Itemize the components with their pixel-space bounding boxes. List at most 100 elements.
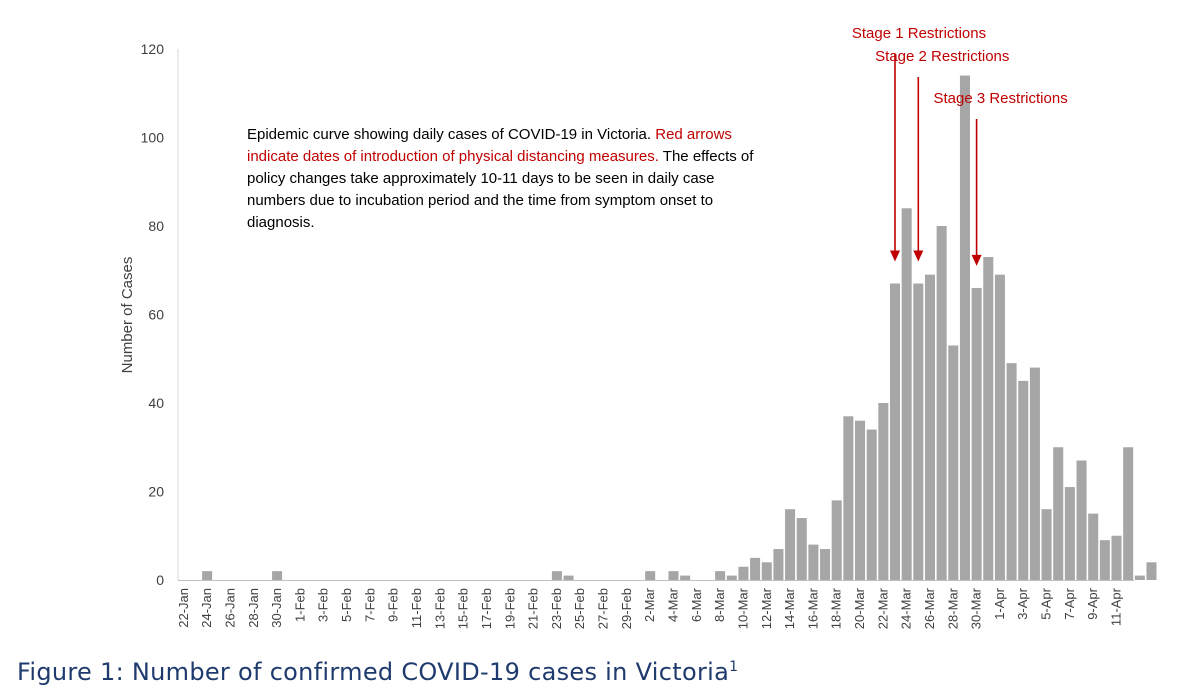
note-text-2: The effects of policy changes take appro…: [247, 148, 754, 231]
x-tick-label: 28-Mar: [945, 587, 960, 629]
x-tick-label: 10-Mar: [735, 587, 750, 629]
x-tick-label: 13-Feb: [432, 588, 447, 629]
x-tick-label: 9-Apr: [1085, 587, 1100, 619]
x-tick-label: 19-Feb: [502, 588, 517, 629]
bar-14-Mar: [785, 509, 796, 580]
bar-10-Mar: [738, 566, 749, 580]
x-tick-label: 22-Mar: [875, 587, 890, 629]
x-tick-label: 15-Feb: [456, 588, 471, 629]
y-tick-label: 120: [141, 41, 165, 57]
y-tick-label: 100: [141, 130, 165, 146]
x-tick-label: 14-Mar: [782, 587, 797, 629]
bar-5-Mar: [680, 575, 691, 580]
x-tick-label: 23-Feb: [549, 588, 564, 629]
y-axis-label: Number of Cases: [119, 257, 136, 374]
bar-6-Apr: [1053, 447, 1064, 580]
bar-24-Mar: [901, 208, 912, 581]
note-text-1: Epidemic curve showing daily cases of CO…: [247, 126, 656, 143]
x-tick-label: 26-Jan: [223, 588, 238, 628]
bar-22-Mar: [878, 403, 889, 580]
x-tick-label: 1-Feb: [292, 588, 307, 622]
x-tick-label: 3-Feb: [316, 588, 331, 622]
bar-11-Mar: [750, 557, 761, 581]
x-tick-label: 20-Mar: [852, 587, 867, 629]
x-tick-label: 8-Mar: [712, 587, 727, 622]
y-tick-label: 0: [156, 572, 164, 588]
stage-label: Stage 1 Restrictions: [852, 25, 986, 42]
bar-29-Mar: [959, 75, 970, 581]
note-text-red: Red arrows indicate dates of introductio…: [247, 126, 732, 165]
x-tick-label: 5-Feb: [339, 588, 354, 622]
x-tick-label: 21-Feb: [526, 588, 541, 629]
bar-21-Mar: [866, 429, 877, 580]
bar-12-Apr: [1123, 447, 1134, 580]
bar-25-Mar: [913, 283, 924, 580]
bar-undefined: [1134, 575, 1145, 580]
y-tick-label: 20: [148, 484, 164, 500]
y-tick-labels: 0 20 40 60 80 100 120: [141, 41, 165, 588]
bar-10-Apr: [1099, 540, 1110, 580]
chart-note: Epidemic curve showing daily cases of CO…: [247, 124, 757, 234]
x-tick-label: 24-Mar: [899, 587, 914, 629]
bar-20-Mar: [855, 420, 866, 580]
bar-31-Mar: [983, 256, 994, 580]
x-tick-label: 26-Mar: [922, 587, 937, 629]
stage-arrow-head: [971, 254, 982, 266]
stage-arrow-head: [913, 250, 924, 262]
x-tick-label: 11-Feb: [409, 588, 424, 628]
bar-1-Apr: [994, 274, 1005, 580]
x-tick-label: 28-Jan: [246, 588, 261, 628]
bar-8-Apr: [1076, 460, 1087, 580]
bar-7-Apr: [1064, 487, 1075, 580]
bar-15-Mar: [796, 518, 807, 580]
x-tick-label: 16-Mar: [805, 587, 820, 629]
bar-4-Mar: [668, 571, 679, 580]
x-tick-label: 11-Apr: [1109, 587, 1124, 626]
x-tick-label: 2-Mar: [642, 587, 657, 622]
x-tick-label: 29-Feb: [619, 588, 634, 629]
bar-8-Mar: [715, 571, 726, 580]
bar-12-Mar: [761, 562, 772, 580]
bar-19-Mar: [843, 416, 854, 580]
bar-9-Apr: [1088, 513, 1099, 581]
x-tick-label: 6-Mar: [689, 587, 704, 622]
bar-30-Jan: [272, 571, 283, 580]
bar-undefined: [1146, 562, 1157, 580]
bar-5-Apr: [1041, 509, 1052, 580]
x-tick-label: 25-Feb: [572, 588, 587, 629]
y-tick-label: 80: [148, 218, 164, 234]
x-tick-label: 1-Apr: [992, 587, 1007, 619]
x-tick-label: 9-Feb: [386, 588, 401, 622]
stage-label: Stage 3 Restrictions: [933, 90, 1067, 107]
x-tick-label: 24-Jan: [199, 588, 214, 628]
bar-3-Apr: [1018, 380, 1029, 581]
bar-23-Feb: [551, 571, 562, 580]
bar-17-Mar: [820, 549, 831, 580]
x-tick-label: 3-Apr: [1015, 587, 1030, 619]
x-tick-label: 7-Feb: [362, 588, 377, 622]
x-tick-label: 18-Mar: [829, 587, 844, 629]
x-tick-label: 12-Mar: [759, 587, 774, 629]
bars: [202, 75, 1157, 581]
x-tick-label: 22-Jan: [176, 588, 191, 628]
stage-label: Stage 2 Restrictions: [875, 48, 1009, 65]
x-tick-label: 5-Apr: [1039, 587, 1054, 619]
stage-annotations: Stage 1 Restrictions Stage 2 Restrictions…: [852, 25, 1068, 266]
bar-13-Mar: [773, 549, 784, 580]
bar-9-Mar: [726, 575, 737, 580]
axes: [177, 49, 1134, 581]
bar-23-Mar: [889, 283, 901, 580]
caption-superscript: 1: [729, 659, 739, 675]
bar-2-Mar: [645, 571, 656, 580]
x-tick-label: 27-Feb: [596, 588, 611, 629]
x-tick-label: 7-Apr: [1062, 587, 1077, 619]
stage-arrow-head: [890, 250, 900, 262]
x-tick-labels: 22-Jan 24-Jan 26-Jan 28-Jan 30-Jan 1-Feb 3-Feb…: [176, 587, 1124, 629]
bar-16-Mar: [808, 544, 819, 580]
x-tick-label: 4-Mar: [666, 587, 681, 622]
bar-18-Mar: [831, 500, 842, 580]
bar-4-Apr: [1029, 367, 1040, 580]
bar-28-Mar: [948, 345, 959, 580]
bar-24-Jan: [202, 571, 213, 580]
